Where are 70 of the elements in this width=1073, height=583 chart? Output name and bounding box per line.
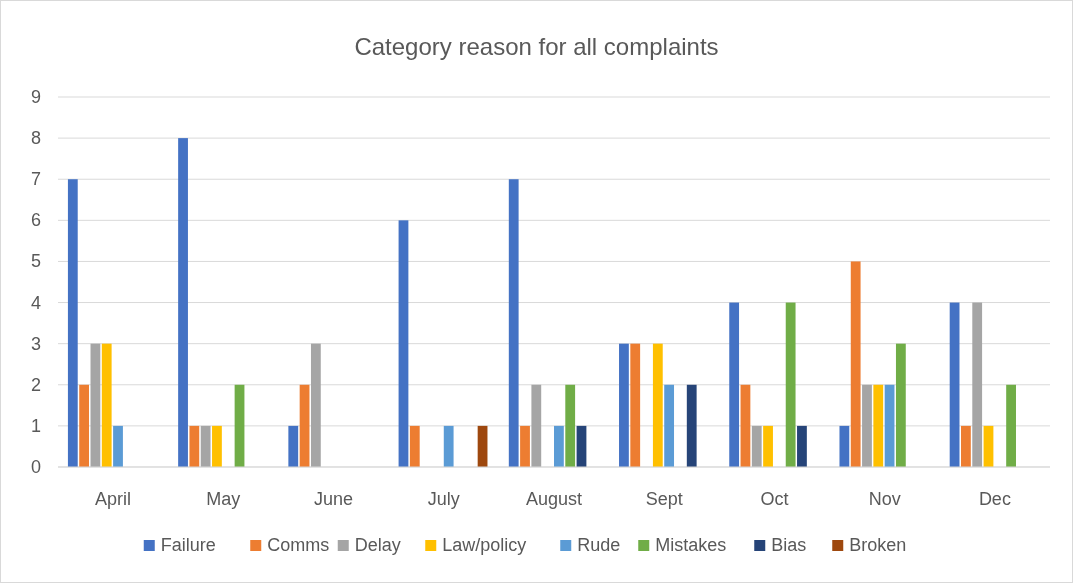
y-tick-label: 3	[30, 333, 42, 354]
bar	[619, 343, 629, 467]
y-tick-label: 8	[30, 128, 42, 149]
legend-label: Bias	[771, 535, 807, 555]
bar	[972, 302, 983, 467]
y-tick-label: 9	[30, 87, 42, 107]
bar	[652, 343, 663, 467]
bar	[1006, 384, 1016, 467]
bar	[884, 384, 895, 467]
bar	[862, 384, 872, 467]
legend-label: Rude	[577, 535, 621, 555]
y-tick-label: 4	[30, 292, 42, 313]
legend-label: Mistakes	[655, 535, 727, 555]
legend-label: Broken	[849, 535, 907, 555]
y-tick-label: 7	[30, 169, 42, 190]
bar	[839, 425, 850, 467]
bar	[443, 425, 454, 467]
bar	[895, 343, 906, 467]
bar	[565, 384, 576, 467]
y-tick-label: 5	[30, 251, 42, 272]
bar	[949, 302, 960, 467]
bar	[531, 384, 542, 467]
bar	[398, 220, 409, 467]
bar	[299, 384, 310, 467]
bar	[520, 425, 530, 467]
bar	[101, 343, 112, 467]
bar	[729, 302, 740, 467]
legend-label: Comms	[267, 535, 330, 555]
bar	[113, 425, 123, 467]
bar	[178, 138, 188, 467]
x-tick-label: Dec	[978, 489, 1011, 509]
legend-label: Failure	[160, 535, 216, 555]
bar	[961, 425, 971, 467]
bar	[686, 384, 697, 467]
bar	[797, 425, 807, 467]
bar	[850, 261, 861, 467]
bar	[310, 343, 321, 467]
legend-label: Delay	[354, 535, 401, 555]
y-tick-label: 2	[30, 374, 42, 395]
bar	[200, 425, 211, 467]
bar	[189, 425, 200, 467]
bar	[234, 384, 245, 467]
bar	[409, 425, 420, 467]
x-tick-label: April	[95, 489, 132, 509]
bar	[79, 384, 90, 467]
bar	[288, 425, 299, 467]
chart-title: Category reason for all complaints	[354, 33, 719, 60]
bar	[751, 425, 762, 467]
bar	[664, 384, 675, 467]
x-tick-label: Nov	[868, 489, 901, 509]
x-tick-label: August	[525, 489, 583, 509]
y-tick-label: 6	[30, 210, 42, 231]
x-tick-label: Oct	[760, 489, 789, 509]
x-tick-label: Sept	[645, 489, 683, 509]
x-tick-label: July	[427, 489, 460, 509]
bar	[740, 384, 751, 467]
x-tick-label: June	[314, 489, 354, 509]
bar	[554, 425, 564, 467]
bar	[508, 179, 519, 467]
bar	[763, 425, 773, 467]
bar	[785, 302, 796, 467]
y-tick-label: 1	[30, 415, 42, 436]
y-tick-label: 0	[30, 457, 42, 477]
bar	[67, 179, 78, 467]
bar	[90, 343, 101, 467]
bar	[873, 384, 884, 467]
legend-label: Law/policy	[442, 535, 527, 555]
x-tick-label: May	[206, 489, 241, 509]
bar	[212, 425, 222, 467]
bar	[630, 343, 641, 467]
